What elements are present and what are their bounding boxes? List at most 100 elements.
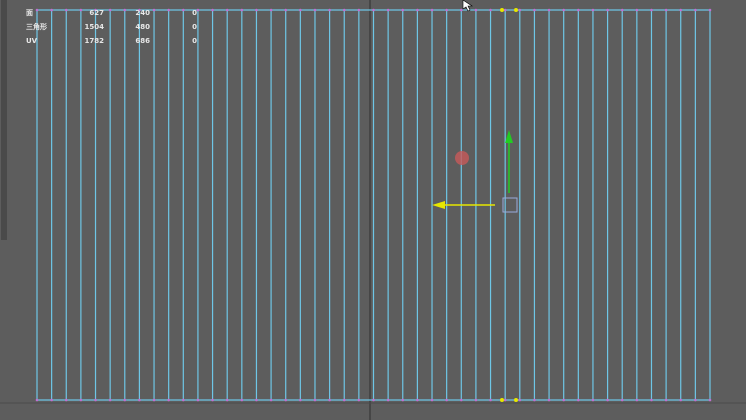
hud-value: 1782 [85, 37, 105, 45]
vertex [240, 8, 244, 12]
hud: 面 627 240 0 三角形 1504 480 0 UV 1782 686 0 [26, 9, 197, 45]
vertex [533, 8, 536, 12]
vertex [211, 8, 214, 12]
vertex [430, 398, 434, 402]
hud-value: 1504 [85, 23, 105, 31]
pivot-marker [455, 151, 469, 165]
vertex [591, 8, 595, 12]
vertex [416, 398, 419, 402]
vertex [664, 8, 668, 12]
hud-label: UV [26, 37, 38, 45]
vertex [459, 8, 463, 12]
vertex [138, 398, 141, 402]
vertex [50, 398, 53, 402]
vertex [635, 398, 639, 402]
vertex [299, 8, 302, 12]
vertex [577, 398, 580, 402]
vertex [445, 398, 448, 402]
vertex [299, 398, 302, 402]
vertex [562, 8, 565, 12]
vertex [562, 398, 565, 402]
center-handle[interactable] [502, 197, 518, 213]
vertex [269, 398, 273, 402]
scrollbar [1, 0, 7, 240]
hud-value: 627 [89, 9, 104, 17]
vertex [313, 8, 317, 12]
vertex [401, 8, 405, 12]
vertex [94, 398, 97, 402]
vertex [445, 8, 448, 12]
vertex [108, 398, 112, 402]
vertex [650, 398, 653, 402]
vertex [664, 398, 668, 402]
vertex [225, 398, 229, 402]
vertex [196, 398, 200, 402]
vertex [123, 398, 127, 402]
vertex [694, 398, 697, 402]
vertex [35, 398, 39, 402]
vertex [94, 8, 97, 12]
vertex [255, 8, 258, 12]
vertex [211, 398, 214, 402]
vertex [430, 8, 434, 12]
selected-vertex [500, 8, 504, 12]
vertex [503, 8, 507, 12]
vertex [577, 8, 580, 12]
vertex [679, 398, 683, 402]
vertex [152, 8, 156, 12]
vertex [372, 8, 375, 12]
vertex [284, 8, 288, 12]
vertex [591, 398, 595, 402]
vertex [606, 398, 609, 402]
vertex [401, 398, 405, 402]
vertex [64, 8, 68, 12]
hud-value: 0 [192, 37, 197, 45]
vertex [708, 398, 712, 402]
vertex [386, 398, 390, 402]
vertex [416, 8, 419, 12]
vertex [50, 8, 53, 12]
vertex [547, 398, 551, 402]
vertex [679, 8, 683, 12]
vertex [225, 8, 229, 12]
vertex [167, 398, 170, 402]
vertex [123, 8, 127, 12]
vertex [518, 8, 522, 12]
selected-vertex [500, 398, 504, 402]
hud-value: 0 [192, 23, 197, 31]
hud-value: 240 [135, 9, 150, 17]
vertex [474, 8, 478, 12]
selected-vertex [514, 8, 518, 12]
vertex [138, 8, 141, 12]
hud-label: 三角形 [26, 22, 47, 31]
vertex [635, 8, 639, 12]
vertex [503, 398, 507, 402]
vertex [269, 8, 273, 12]
vertex [489, 398, 492, 402]
vertex [255, 398, 258, 402]
vertex [196, 8, 200, 12]
vertex [372, 398, 375, 402]
vertex [284, 398, 288, 402]
vertex [182, 398, 185, 402]
vertex [650, 8, 653, 12]
vertex [518, 398, 522, 402]
hud-value: 686 [135, 37, 150, 45]
vertex [708, 8, 712, 12]
vertex [694, 8, 697, 12]
mesh [35, 8, 712, 402]
vertex [459, 398, 463, 402]
vertex [342, 8, 346, 12]
vertex [328, 398, 331, 402]
selected-vertex [514, 398, 518, 402]
x-arrow[interactable] [432, 201, 445, 209]
vertex [606, 8, 609, 12]
vertex [474, 398, 478, 402]
vertex [240, 398, 244, 402]
y-arrow[interactable] [505, 130, 513, 143]
hud-value: 480 [135, 23, 150, 31]
vertex [167, 8, 170, 12]
mouse-cursor [462, 0, 473, 12]
